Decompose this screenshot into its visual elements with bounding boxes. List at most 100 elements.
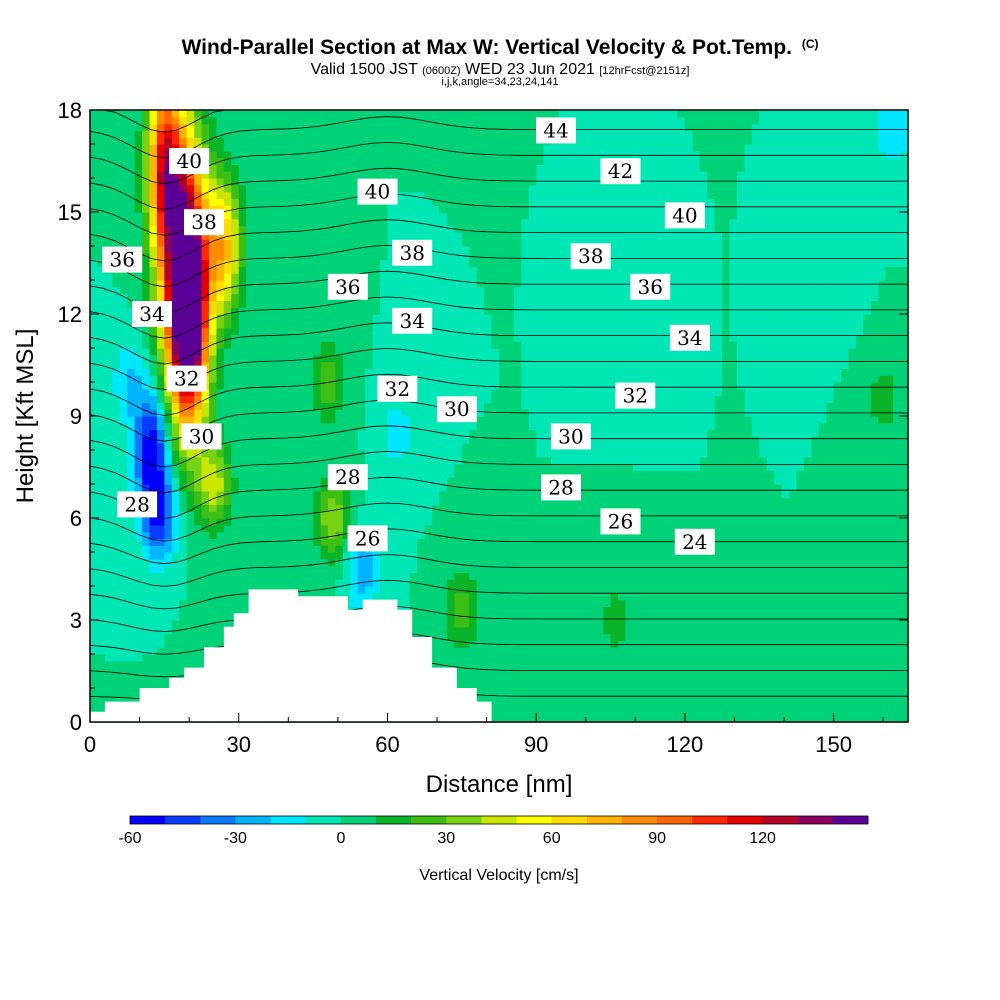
velocity-cell xyxy=(380,429,389,437)
velocity-cell xyxy=(714,565,723,573)
velocity-cell xyxy=(662,599,671,607)
velocity-cell xyxy=(640,613,649,621)
velocity-cell xyxy=(484,490,493,499)
velocity-cell xyxy=(90,552,99,560)
velocity-cell xyxy=(335,511,344,519)
velocity-cell xyxy=(164,626,173,635)
velocity-cell xyxy=(424,422,433,431)
velocity-cell xyxy=(246,443,255,451)
velocity-cell xyxy=(432,436,441,444)
velocity-cell xyxy=(246,470,255,478)
velocity-cell xyxy=(283,545,292,553)
velocity-cell xyxy=(112,511,121,519)
velocity-cell xyxy=(684,640,693,648)
velocity-cell xyxy=(327,511,336,519)
velocity-cell xyxy=(655,599,664,607)
velocity-cell xyxy=(684,484,693,492)
velocity-cell xyxy=(119,463,128,471)
velocity-cell xyxy=(855,565,864,573)
velocity-cell xyxy=(662,497,671,505)
velocity-cell xyxy=(625,715,634,723)
velocity-cell xyxy=(774,599,783,607)
velocity-cell xyxy=(179,456,188,465)
velocity-cell xyxy=(722,490,731,499)
velocity-cell xyxy=(179,606,188,614)
velocity-cell xyxy=(759,715,768,723)
velocity-cell xyxy=(855,586,864,594)
velocity-cell xyxy=(409,463,418,471)
velocity-cell xyxy=(655,715,664,723)
velocity-cell xyxy=(580,667,589,675)
velocity-cell xyxy=(878,429,887,437)
velocity-cell xyxy=(655,443,664,451)
velocity-cell xyxy=(439,436,448,444)
velocity-cell xyxy=(670,484,679,492)
velocity-cell xyxy=(729,504,738,512)
velocity-cell xyxy=(201,524,210,533)
velocity-cell xyxy=(320,409,329,417)
velocity-cell xyxy=(558,565,567,573)
velocity-cell xyxy=(469,606,478,614)
velocity-cell xyxy=(580,660,589,669)
velocity-cell xyxy=(878,688,887,696)
velocity-cell xyxy=(536,552,545,560)
velocity-cell xyxy=(127,409,136,417)
velocity-cell xyxy=(625,667,634,675)
velocity-cell xyxy=(610,463,619,471)
velocity-cell xyxy=(729,531,738,539)
velocity-cell xyxy=(179,470,188,478)
velocity-cell xyxy=(499,490,508,499)
velocity-cell xyxy=(216,558,225,567)
velocity-cell xyxy=(432,558,441,567)
velocity-cell xyxy=(573,524,582,533)
velocity-cell xyxy=(796,416,805,424)
velocity-cell xyxy=(670,565,679,573)
velocity-cell xyxy=(781,688,790,696)
velocity-cell xyxy=(610,667,619,675)
velocity-cell xyxy=(617,565,627,573)
velocity-cell xyxy=(335,456,344,465)
velocity-cell xyxy=(811,592,820,601)
velocity-cell xyxy=(231,429,240,437)
velocity-cell xyxy=(759,681,768,689)
velocity-cell xyxy=(104,416,113,424)
velocity-cell xyxy=(863,613,872,621)
velocity-cell xyxy=(238,524,247,533)
velocity-cell xyxy=(588,660,597,669)
velocity-cell xyxy=(885,450,894,458)
velocity-cell xyxy=(409,613,418,621)
velocity-cell xyxy=(662,456,671,465)
velocity-cell xyxy=(722,511,731,519)
velocity-cell xyxy=(900,436,909,444)
velocity-cell xyxy=(751,531,760,539)
velocity-cell xyxy=(528,524,537,533)
velocity-cell xyxy=(729,436,738,444)
velocity-cell xyxy=(655,606,664,614)
velocity-cell xyxy=(744,586,753,594)
velocity-cell xyxy=(670,470,679,478)
velocity-cell xyxy=(885,715,894,723)
velocity-cell xyxy=(900,654,909,662)
velocity-cell xyxy=(112,640,121,648)
velocity-cell xyxy=(803,708,812,716)
velocity-cell xyxy=(692,647,701,655)
velocity-cell xyxy=(766,511,775,519)
velocity-cell xyxy=(826,463,835,471)
velocity-cell xyxy=(424,484,433,492)
velocity-cell xyxy=(320,490,329,499)
velocity-cell xyxy=(736,565,745,573)
velocity-cell xyxy=(536,715,545,723)
velocity-cell xyxy=(194,572,203,580)
velocity-cell xyxy=(878,640,887,648)
copyright-mark: (C) xyxy=(801,37,819,51)
velocity-cell xyxy=(684,660,693,669)
velocity-cell xyxy=(588,592,597,601)
velocity-cell xyxy=(372,490,381,499)
velocity-cell xyxy=(647,518,656,526)
velocity-cell xyxy=(692,456,701,465)
velocity-cell xyxy=(766,552,775,560)
velocity-cell xyxy=(409,592,418,601)
velocity-cell xyxy=(543,470,552,478)
velocity-cell xyxy=(484,667,493,675)
velocity-cell xyxy=(662,647,671,655)
